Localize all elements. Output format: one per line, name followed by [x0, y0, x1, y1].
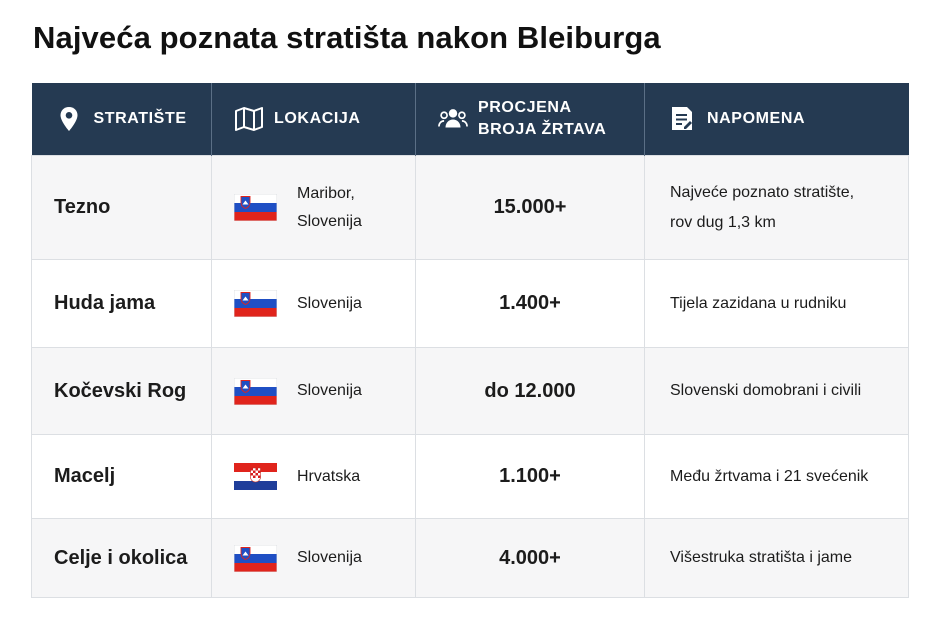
note-text: Slovenski domobrani i civili: [644, 347, 909, 435]
location-text: Slovenija: [297, 294, 362, 312]
table-row: Kočevski Rog Slovenija do 12.000 Slovens…: [31, 347, 909, 435]
note-text: Višestruka stratišta i jame: [644, 518, 909, 598]
location-cell: Slovenija: [211, 347, 416, 435]
page-title: Najveća poznata stratišta nakon Bleiburg…: [33, 20, 661, 55]
table-header-row: STRATIŠTE LOKACIJA PROCJENA BROJA ŽRTAVA: [31, 83, 909, 156]
victim-estimate: 1.100+: [415, 434, 645, 519]
site-name: Huda jama: [31, 259, 212, 348]
column-header-note: NAPOMENA: [644, 83, 909, 156]
column-header-site: STRATIŠTE: [31, 83, 212, 156]
column-header-label: PROCJENA BROJA ŽRTAVA: [478, 99, 607, 138]
location-cell: Slovenija: [211, 259, 416, 348]
slovenia-flag: [234, 377, 277, 405]
site-name: Kočevski Rog: [31, 347, 212, 435]
location-text: Hrvatska: [297, 467, 361, 485]
location-pin-icon: [54, 104, 84, 134]
location-cell: Slovenija: [211, 518, 416, 598]
table-row: Macelj Hrvatska 1.100+ Među žrtvama i 21…: [31, 434, 909, 519]
slovenia-flag: [234, 290, 277, 317]
location-cell: Hrvatska: [211, 434, 416, 519]
column-header-location: LOKACIJA: [211, 83, 416, 156]
slovenia-flag: [234, 194, 277, 221]
note-text: Najveće poznato stratište, rov dug 1,3 k…: [644, 155, 909, 260]
victim-estimate: 1.400+: [415, 259, 645, 348]
column-header-label: STRATIŠTE: [93, 110, 187, 127]
location-text: Slovenija: [297, 382, 362, 399]
table-row: Huda jama Slovenija 1.400+ Tijela zazida…: [31, 259, 909, 348]
victim-estimate: 15.000+: [415, 155, 645, 260]
sites-table: STRATIŠTE LOKACIJA PROCJENA BROJA ŽRTAVA: [31, 83, 909, 598]
map-icon: [234, 104, 264, 134]
column-header-label: LOKACIJA: [274, 110, 361, 127]
note-text: Među žrtvama i 21 svećenik: [644, 434, 909, 519]
victim-estimate: 4.000+: [415, 518, 645, 598]
people-icon: [438, 104, 468, 134]
location-text: Slovenija: [297, 549, 362, 566]
note-icon: [667, 104, 697, 134]
site-name: Tezno: [31, 155, 212, 260]
site-name: Celje i okolica: [31, 518, 212, 598]
victim-estimate: do 12.000: [415, 347, 645, 435]
note-text: Tijela zazidana u rudniku: [644, 259, 909, 348]
table-row: Celje i okolica Slovenija 4.000+ Višestr…: [31, 518, 909, 598]
column-header-victims: PROCJENA BROJA ŽRTAVA: [415, 83, 645, 156]
slovenia-flag: [234, 544, 277, 572]
location-cell: Maribor, Slovenija: [211, 155, 416, 260]
location-text: Maribor, Slovenija: [297, 184, 362, 230]
column-header-label: NAPOMENA: [707, 110, 806, 127]
croatia-flag: [234, 463, 277, 490]
table-row: Tezno Maribor, Slovenija 15.000+ Najveće…: [31, 155, 909, 260]
site-name: Macelj: [31, 434, 212, 519]
